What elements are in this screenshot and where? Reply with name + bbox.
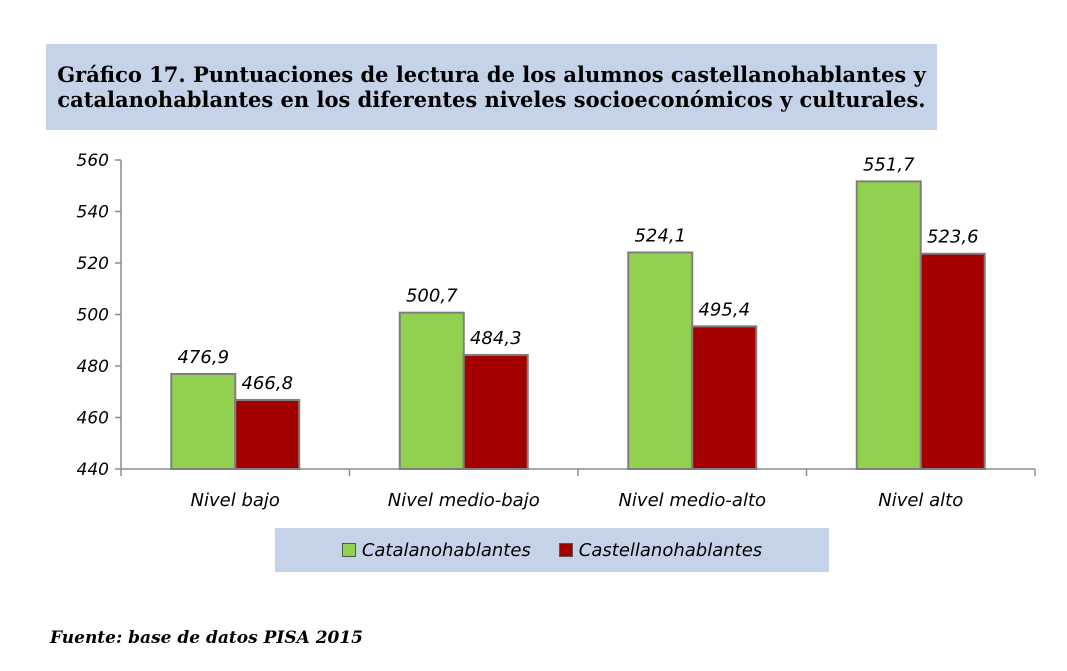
y-tick-label: 500 [77, 306, 109, 326]
x-category-label: Nivel bajo [191, 490, 280, 511]
data-label: 524,1 [634, 225, 686, 246]
bar-castellanohablantes [462, 353, 529, 471]
y-tick-label: 560 [77, 151, 109, 171]
data-label: 523,6 [927, 227, 979, 248]
legend-swatch-castellanohablantes [558, 543, 573, 557]
chart-legend: Catalanohablantes Castellanohablantes [275, 528, 829, 572]
data-label: 484,3 [470, 328, 522, 349]
bar-catalanohablantes [627, 251, 694, 470]
data-label: 466,8 [241, 373, 293, 394]
x-category-label: Nivel medio-alto [618, 490, 766, 511]
bar-catalanohablantes [170, 372, 237, 470]
legend-label-catalanohablantes: Catalanohablantes [361, 539, 531, 561]
y-tick-label: 460 [77, 409, 109, 429]
data-label: 551,7 [863, 154, 915, 175]
legend-label-castellanohablantes: Castellanohablantes [578, 539, 763, 561]
bar-castellanohablantes [919, 252, 986, 471]
y-tick-label: 480 [77, 357, 109, 377]
legend-item-catalanohablantes: Catalanohablantes [341, 539, 531, 561]
legend-swatch-catalanohablantes [341, 543, 356, 557]
bar-castellanohablantes [691, 325, 758, 470]
x-category-label: Nivel medio-bajo [388, 490, 540, 511]
bar-catalanohablantes [855, 180, 922, 471]
data-label: 500,7 [406, 286, 458, 307]
y-tick-label: 540 [77, 203, 109, 223]
chart-title-box: Gráfico 17. Puntuaciones de lectura de l… [46, 44, 937, 130]
bar-castellanohablantes [234, 398, 301, 470]
chart-title: Gráfico 17. Puntuaciones de lectura de l… [57, 62, 926, 112]
source-note: Fuente: base de datos PISA 2015 [50, 628, 364, 648]
data-label: 495,4 [698, 299, 750, 320]
bar-chart: 440 460 480 500 520 540 560 476,9 466,8 Nivel baj… [77, 151, 1036, 511]
legend-item-castellanohablantes: Castellanohablantes [558, 539, 763, 561]
y-tick-label: 440 [77, 460, 109, 480]
y-tick-label: 520 [77, 254, 109, 274]
x-category-label: Nivel alto [878, 490, 963, 511]
data-label: 476,9 [177, 347, 229, 368]
bar-catalanohablantes [398, 311, 465, 470]
